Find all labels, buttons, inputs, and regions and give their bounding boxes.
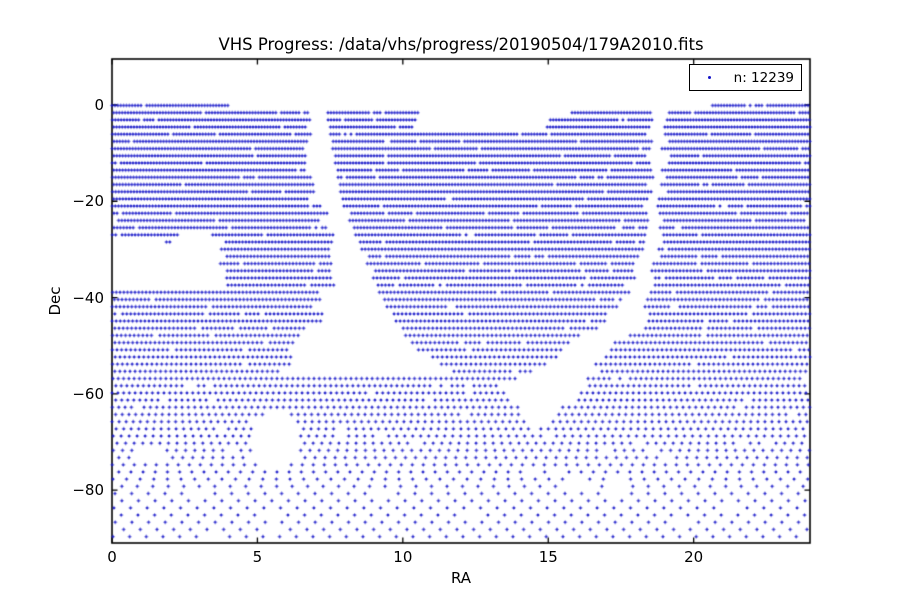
- x-axis-label: RA: [450, 569, 472, 587]
- legend-marker-dot: [708, 76, 711, 79]
- y-axis-label: Dec: [46, 286, 64, 316]
- x-tick-label: 20: [684, 548, 704, 566]
- chart-title: VHS Progress: /data/vhs/progress/2019050…: [218, 35, 704, 54]
- legend: n: 12239: [689, 64, 802, 91]
- x-tick-label: 15: [538, 548, 558, 566]
- y-tick-label: 0: [94, 96, 104, 114]
- x-tick-label: 5: [252, 548, 263, 566]
- y-tick-label: −80: [72, 481, 104, 500]
- x-tick-label: 10: [393, 548, 413, 566]
- legend-label: n: 12239: [733, 69, 794, 86]
- x-tick-label: 0: [107, 548, 117, 566]
- y-tick-label: −20: [72, 192, 104, 211]
- y-tick-label: −40: [72, 288, 104, 307]
- y-tick-label: −60: [72, 384, 104, 403]
